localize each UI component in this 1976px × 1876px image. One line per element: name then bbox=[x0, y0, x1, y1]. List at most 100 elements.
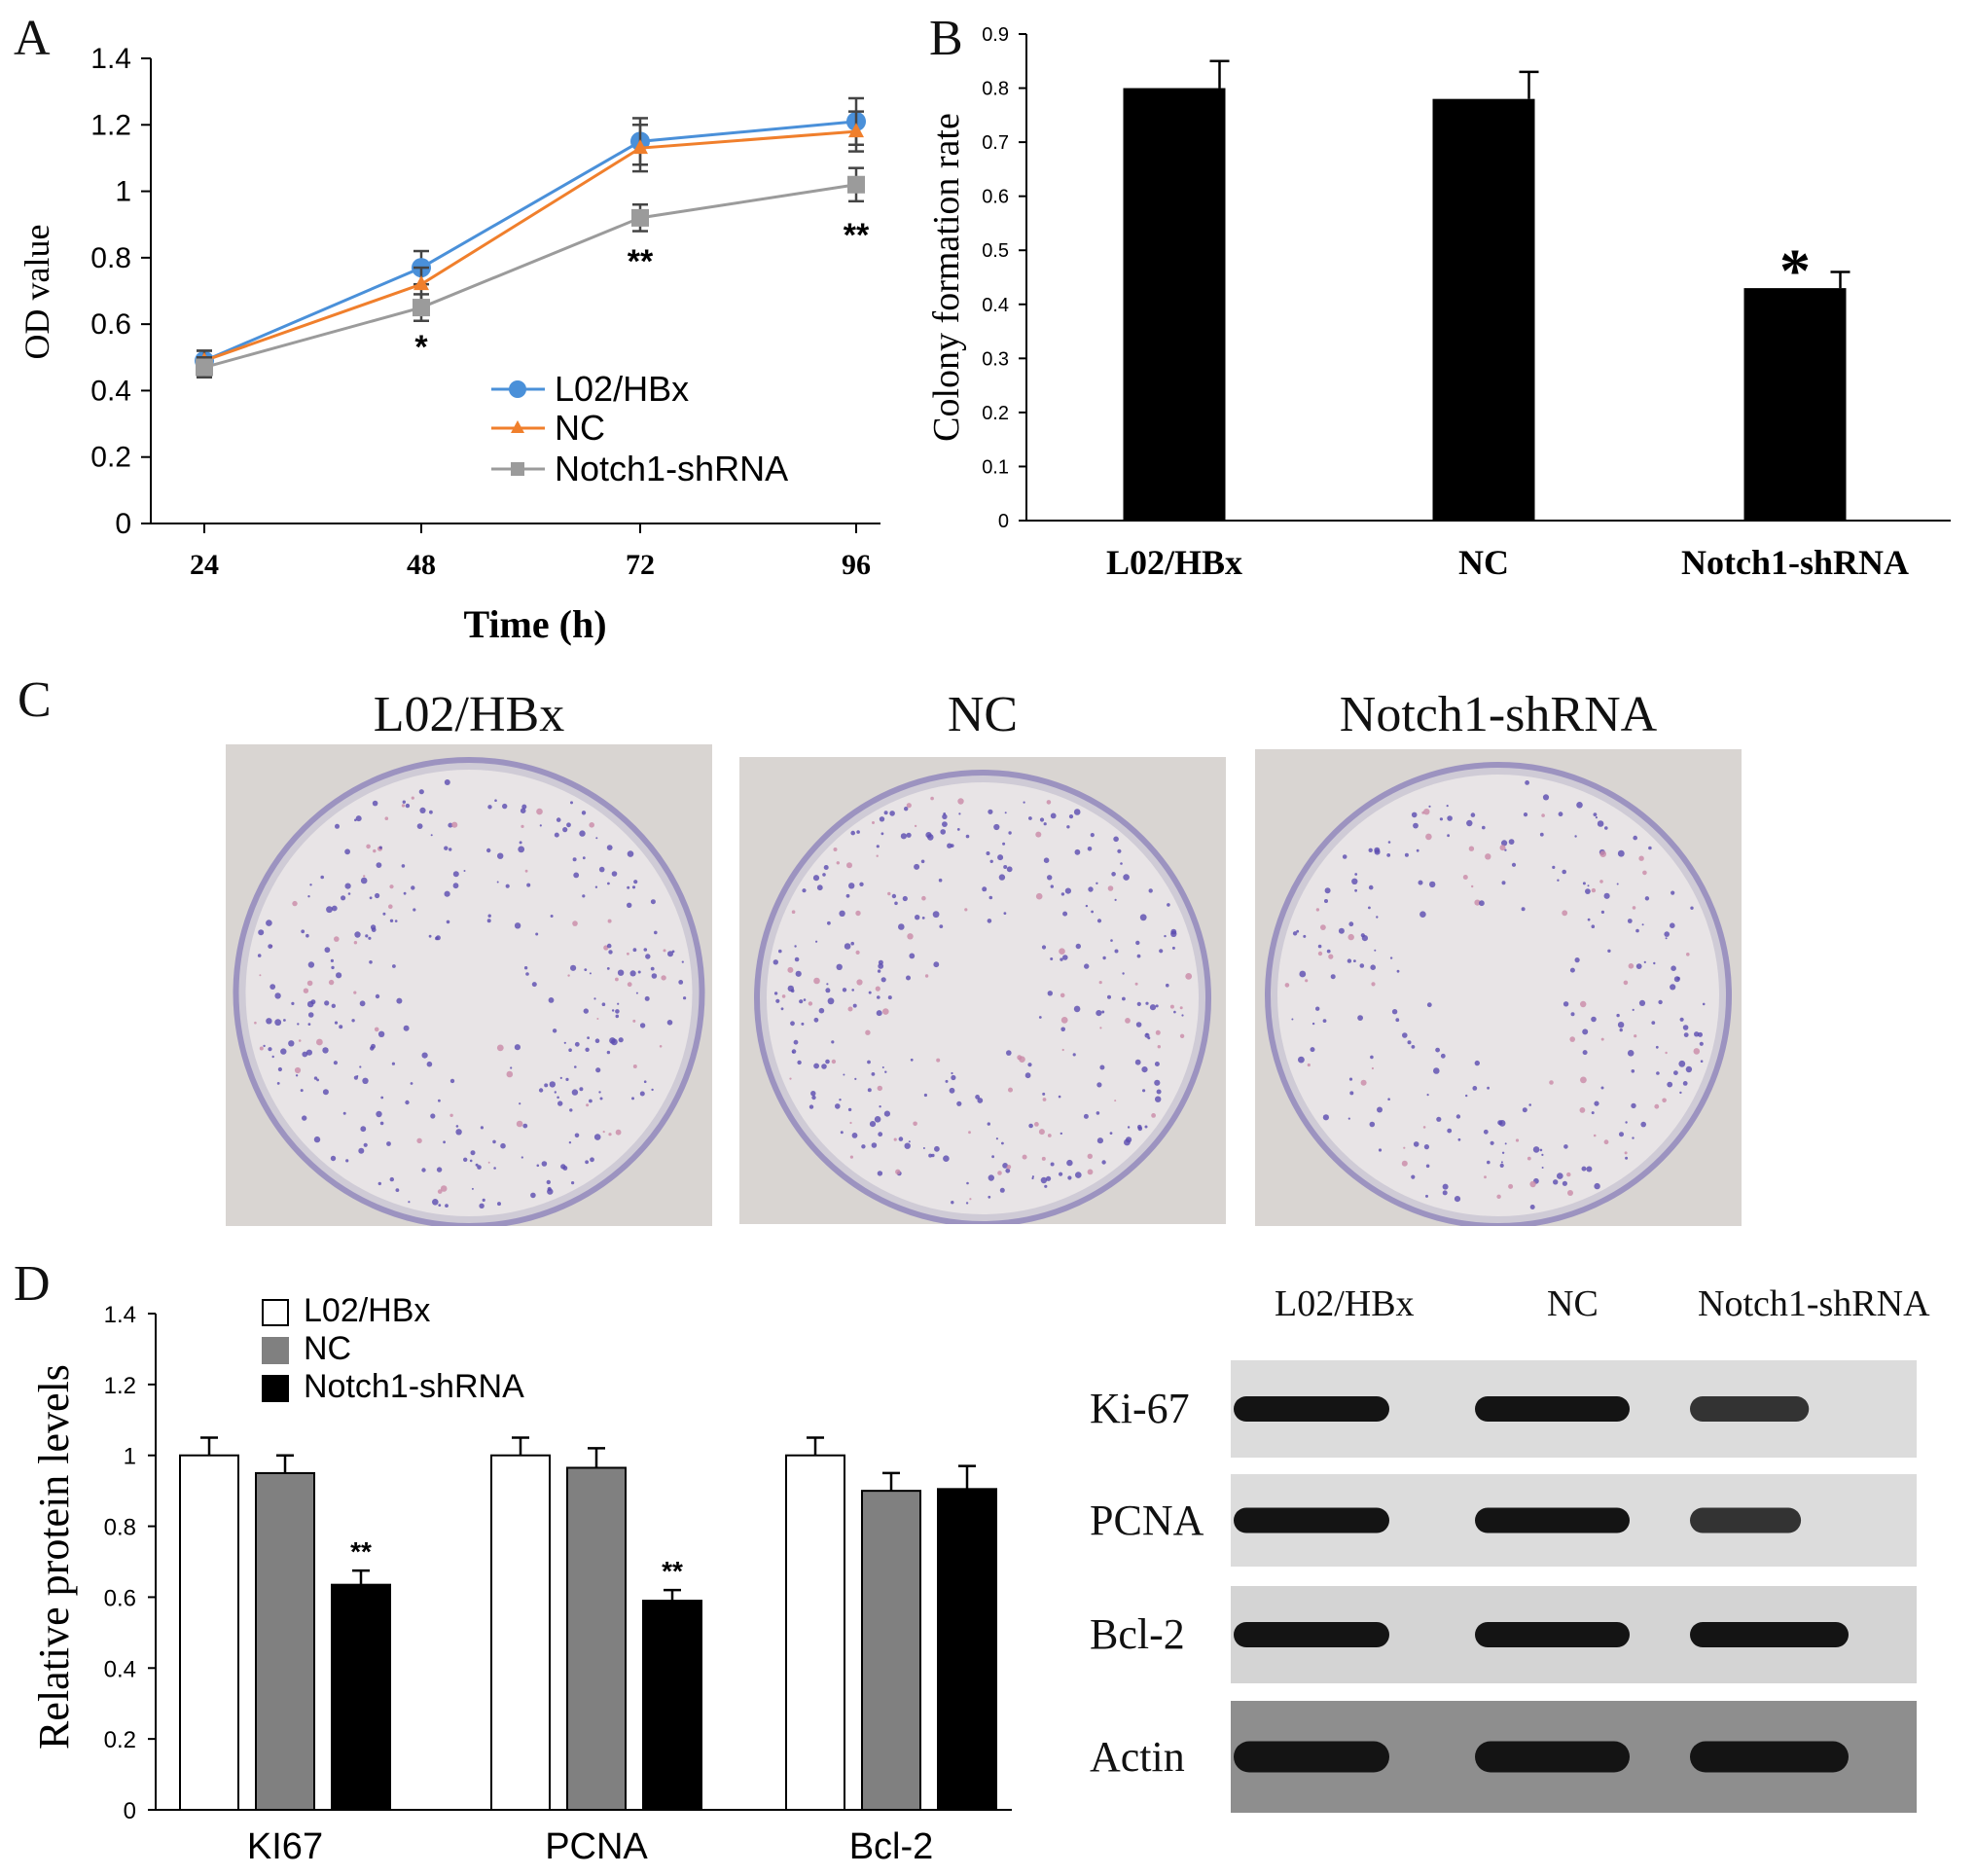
colony-dot bbox=[947, 843, 952, 848]
colony-dot bbox=[606, 943, 612, 949]
colony-dot bbox=[333, 1061, 338, 1065]
colony-dot bbox=[432, 1199, 439, 1206]
colony-dot bbox=[344, 883, 351, 889]
colony-dot bbox=[360, 1126, 367, 1133]
blot-strip bbox=[1231, 1701, 1917, 1813]
blot-row-label: Actin bbox=[1090, 1732, 1185, 1781]
colony-dot bbox=[376, 1110, 382, 1118]
colony-dot bbox=[549, 1081, 556, 1088]
colony-dot bbox=[1157, 1045, 1161, 1049]
colony-dot bbox=[538, 1088, 544, 1093]
colony-dot bbox=[848, 883, 855, 889]
colony-dot bbox=[306, 980, 313, 987]
colony-dot bbox=[808, 1104, 814, 1109]
colony-dot bbox=[1017, 1055, 1023, 1061]
colony-dot bbox=[618, 1037, 624, 1043]
colony-dot bbox=[1625, 1156, 1629, 1160]
colony-dot bbox=[1159, 949, 1164, 954]
colony-dot bbox=[1499, 845, 1506, 851]
colony-dot bbox=[1442, 1183, 1449, 1190]
series-line-0 bbox=[203, 120, 857, 363]
colony-dot bbox=[1411, 1174, 1416, 1179]
colony-dot bbox=[569, 1108, 573, 1112]
colony-dot bbox=[519, 1102, 521, 1105]
colony-dot bbox=[1603, 1139, 1609, 1145]
colony-dot bbox=[891, 893, 897, 899]
colony-dot bbox=[297, 1023, 300, 1026]
colony-dot bbox=[1354, 873, 1358, 876]
colony-dot bbox=[1418, 880, 1423, 885]
colony-dot bbox=[502, 803, 508, 810]
colony-dot bbox=[608, 950, 613, 955]
colony-dot bbox=[1027, 1063, 1032, 1067]
colony-dot bbox=[1515, 1138, 1520, 1142]
colony-dot bbox=[571, 1089, 579, 1096]
colony-dot bbox=[1423, 809, 1430, 815]
colony-dot bbox=[1482, 825, 1486, 830]
colony-dot bbox=[847, 1006, 853, 1012]
colony-dot bbox=[1044, 1184, 1048, 1188]
colony-dot bbox=[606, 845, 613, 850]
colony-dot bbox=[268, 1047, 272, 1052]
protein-band bbox=[1690, 1622, 1849, 1647]
colony-dot bbox=[548, 997, 555, 1003]
colony-dot bbox=[902, 895, 908, 902]
colony-dot bbox=[791, 910, 796, 914]
legend-swatch bbox=[262, 1337, 289, 1364]
colony-dot bbox=[1298, 1056, 1305, 1064]
dish-label: NC bbox=[947, 687, 1019, 742]
colony-dot bbox=[1634, 1034, 1637, 1038]
legend-swatch bbox=[262, 1375, 289, 1402]
colony-dot bbox=[444, 779, 450, 785]
colony-dot bbox=[363, 875, 366, 878]
colony-dot bbox=[1062, 911, 1068, 917]
colony-dot bbox=[1060, 892, 1065, 896]
colony-dot bbox=[651, 1088, 654, 1092]
colony-dot bbox=[408, 1201, 411, 1204]
colony-dot bbox=[1549, 1080, 1554, 1085]
bar bbox=[1432, 98, 1535, 522]
colony-dot bbox=[595, 1067, 601, 1073]
colony-dot bbox=[1470, 812, 1476, 817]
protein-bar-chart: 0 0.2 0.4 0.6 0.8 1 1.2 1.4 Relative protein lev… bbox=[30, 1292, 1012, 1867]
colony-dot bbox=[1648, 846, 1652, 850]
colony-dot bbox=[572, 857, 577, 862]
colony-dot bbox=[1023, 801, 1025, 804]
colony-dot bbox=[1682, 1025, 1689, 1030]
colony-dot bbox=[794, 945, 797, 948]
colony-dot bbox=[388, 904, 393, 909]
colony-dot bbox=[1447, 834, 1450, 838]
colony-dot bbox=[827, 920, 831, 925]
colony-dot bbox=[1370, 1055, 1374, 1060]
colony-dot bbox=[1673, 1070, 1678, 1075]
colony-dot bbox=[330, 1155, 337, 1162]
y-tick-label: 0.7 bbox=[982, 132, 1009, 154]
colony-dot bbox=[401, 864, 406, 868]
colony-dot bbox=[448, 822, 453, 828]
y-tick-label: 0.1 bbox=[982, 456, 1009, 478]
y-axis-title: Colony formation rate bbox=[926, 113, 967, 442]
y-tick-label: 0.6 bbox=[90, 308, 131, 341]
colony-dot bbox=[904, 807, 909, 812]
data-point bbox=[631, 208, 649, 227]
colony-dot bbox=[1593, 1134, 1597, 1137]
colony-dot bbox=[363, 1142, 368, 1147]
colony-dot bbox=[395, 1188, 400, 1192]
colony-dot bbox=[1595, 816, 1598, 819]
colony-dot bbox=[1371, 1066, 1374, 1070]
colony-dot bbox=[1504, 848, 1507, 851]
colony-dot bbox=[1429, 881, 1436, 888]
colony-dot bbox=[1284, 983, 1290, 988]
colony-dot bbox=[1587, 918, 1591, 921]
colony-dot bbox=[914, 863, 920, 870]
colony-dot bbox=[307, 895, 310, 898]
colony-dot bbox=[797, 1060, 802, 1065]
colony-dot bbox=[928, 1153, 933, 1158]
colony-dot bbox=[377, 1030, 385, 1037]
colony-dot bbox=[811, 1095, 816, 1100]
colony-dot bbox=[1141, 1066, 1148, 1073]
colony-dot bbox=[1653, 961, 1656, 965]
colony-dot bbox=[389, 884, 394, 889]
colony-dot bbox=[574, 1133, 580, 1138]
colony-dot bbox=[957, 798, 964, 805]
